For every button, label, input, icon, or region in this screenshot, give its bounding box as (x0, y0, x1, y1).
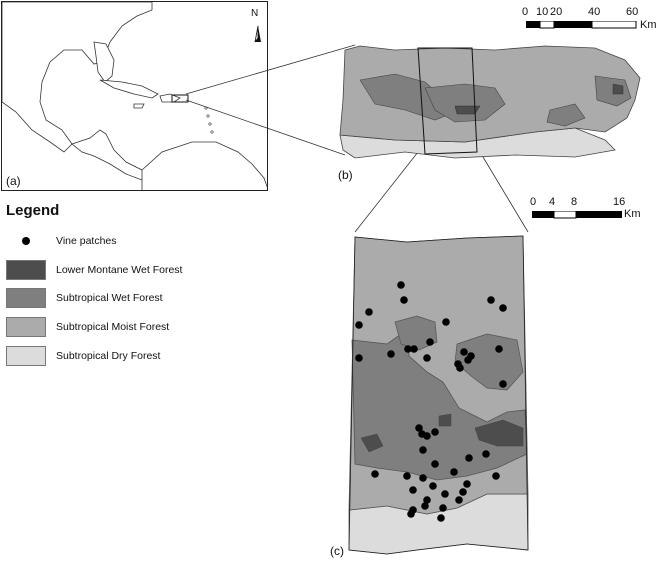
vine-patch (431, 428, 439, 436)
scale-c-unit: Km (624, 208, 641, 220)
north-arrow-label: N (251, 8, 259, 19)
study-area-map (348, 235, 529, 555)
vine-patch (415, 424, 423, 432)
vine-patch (495, 345, 503, 353)
moist-forest-swatch (6, 317, 46, 337)
puerto-rico-locator-box (171, 94, 189, 103)
vine-patch (423, 354, 431, 362)
scale-b-tick-60: 60 (626, 6, 639, 18)
vine-patch (397, 281, 405, 289)
scale-b-tick-20: 20 (550, 6, 563, 18)
study-area-border-c (348, 235, 529, 555)
vine-patch (387, 350, 395, 358)
north-america-landmass (2, 2, 153, 153)
vine-patch (429, 482, 437, 490)
vine-patch (403, 472, 411, 480)
zone-lower-montane-c-right (474, 419, 524, 447)
vine-patch (464, 356, 472, 364)
vine-patch (431, 460, 439, 468)
vine-patch (439, 504, 447, 512)
scale-b-bar (526, 21, 637, 29)
vine-patches (355, 281, 507, 522)
legend-item-lower-montane: Lower Montane Wet Forest (6, 259, 182, 281)
scale-c-bar (532, 211, 622, 219)
legend-item-label: Subtropical Wet Forest (56, 292, 163, 304)
vine-patch (419, 446, 427, 454)
vine-patch (410, 345, 418, 353)
legend-item-label: Subtropical Moist Forest (56, 321, 170, 333)
jamaica (133, 103, 145, 109)
vine-patch (423, 432, 431, 440)
vine-patch (499, 380, 507, 388)
south-america (141, 141, 267, 190)
legend-title: Legend (6, 202, 60, 219)
vine-patch (409, 486, 417, 494)
scale-c-tick-16: 16 (613, 196, 626, 208)
legend-item-vine-patches: Vine patches (6, 230, 117, 252)
vine-patch (419, 474, 427, 482)
vine-patch (459, 488, 467, 496)
zone-wet-forest-southeast (546, 103, 586, 127)
hispaniola (159, 93, 181, 103)
legend-item-label: Vine patches (56, 235, 117, 247)
vine-patch (487, 296, 495, 304)
vine-patch (423, 496, 431, 504)
zone-lower-montane-east (612, 83, 624, 95)
vine-patch (400, 296, 408, 304)
vine-patch (482, 450, 490, 458)
vine-patch (441, 490, 449, 498)
puerto-rico-map (339, 45, 641, 159)
vine-patch (499, 304, 507, 312)
panel-c-label: (c) (330, 544, 344, 558)
legend-item-label: Lower Montane Wet Forest (56, 264, 183, 276)
vine-patch (492, 472, 500, 480)
scale-b-tick-40: 40 (588, 6, 601, 18)
vine-patch (355, 321, 363, 329)
vine-patch (455, 496, 463, 504)
vine-patch (371, 470, 379, 478)
vine-patch (355, 354, 363, 362)
vine-patch (437, 514, 445, 522)
vine-patch (450, 468, 458, 476)
scale-b-tick-10: 10 (536, 6, 549, 18)
zone-lower-montane-c-mid (438, 413, 452, 427)
vine-patch (463, 480, 471, 488)
panel-a-frame: N (a) (1, 1, 268, 191)
scale-bar-b: 0 10 20 40 60 Km (520, 4, 657, 36)
scale-c-tick-4: 4 (549, 196, 556, 208)
vine-patch (404, 345, 412, 353)
vine-patch (454, 360, 462, 368)
cuba (99, 79, 159, 99)
north-arrow-icon (254, 25, 261, 43)
scale-b-tick-0: 0 (522, 6, 529, 18)
vine-patch (407, 510, 415, 518)
panel-b-label: (b) (338, 168, 353, 182)
zone-wet-forest-central (424, 83, 506, 123)
vine-patch-icon (22, 237, 30, 245)
vine-patch (465, 454, 473, 462)
zone-lower-montane-c-left (360, 433, 384, 453)
scale-b-unit: Km (640, 19, 657, 31)
vine-patch (442, 318, 450, 326)
dry-forest-swatch (6, 346, 46, 366)
scale-bar-c: 0 4 8 16 Km (528, 194, 658, 226)
vine-patch (365, 308, 373, 316)
scale-c-tick-0: 0 (530, 196, 537, 208)
vine-patch (460, 348, 468, 356)
legend-item-dry-forest: Subtropical Dry Forest (6, 345, 160, 367)
legend-item-moist-forest: Subtropical Moist Forest (6, 316, 169, 338)
legend-item-wet-forest: Subtropical Wet Forest (6, 287, 163, 309)
study-area-outline (417, 47, 478, 155)
caribbean-map (2, 2, 267, 190)
vine-patch (426, 338, 434, 346)
wet-forest-swatch (6, 288, 46, 308)
florida-peninsula (93, 41, 115, 83)
lower-montane-swatch (6, 260, 46, 280)
vine-patch (421, 502, 429, 510)
panel-a-label: (a) (6, 174, 21, 188)
legend-item-label: Subtropical Dry Forest (56, 350, 161, 362)
scale-c-tick-8: 8 (571, 196, 578, 208)
